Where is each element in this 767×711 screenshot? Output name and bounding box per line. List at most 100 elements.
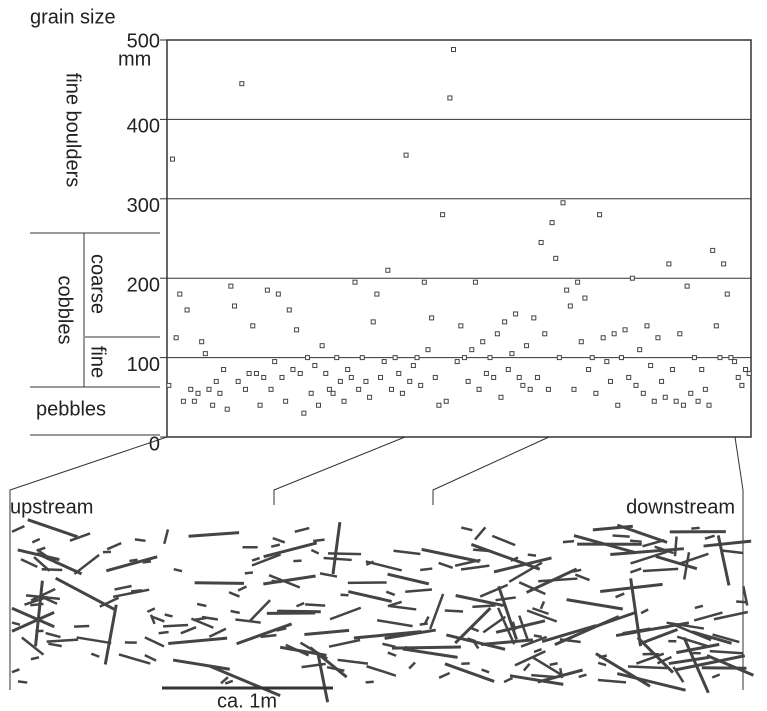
point — [545, 386, 551, 392]
point — [239, 81, 245, 87]
clast — [520, 635, 548, 648]
clast — [672, 666, 685, 683]
clast — [272, 536, 286, 544]
point — [677, 331, 683, 337]
clast — [539, 601, 546, 610]
clast — [721, 549, 744, 555]
point — [279, 374, 285, 380]
point — [695, 398, 701, 404]
point — [399, 390, 405, 396]
y-tick-label: 500 — [127, 30, 160, 52]
clast — [236, 622, 293, 646]
y-tick-label: 0 — [149, 433, 160, 455]
point — [294, 327, 300, 333]
clast — [668, 655, 710, 666]
connectors — [9, 436, 744, 690]
clast — [533, 634, 543, 639]
clast — [642, 567, 679, 573]
clast — [201, 615, 219, 621]
clast — [387, 572, 430, 586]
clast — [444, 609, 464, 613]
clast — [27, 518, 79, 539]
clast — [716, 535, 731, 586]
clast — [676, 635, 709, 648]
point — [206, 386, 212, 392]
point — [173, 335, 179, 341]
point — [458, 323, 464, 329]
clast — [627, 665, 668, 670]
clast — [347, 590, 392, 603]
point — [195, 390, 201, 396]
clast — [527, 553, 537, 557]
point — [370, 319, 376, 325]
clast — [640, 608, 649, 615]
clast — [73, 624, 90, 628]
point — [414, 355, 420, 361]
clast — [526, 609, 558, 623]
point — [505, 367, 511, 373]
point — [564, 287, 570, 293]
clast — [11, 668, 20, 674]
point — [534, 374, 540, 380]
point — [250, 323, 256, 329]
clast — [391, 645, 461, 650]
point — [509, 351, 515, 357]
point — [684, 283, 690, 289]
clast — [188, 531, 240, 538]
clast — [402, 647, 458, 659]
point — [586, 367, 592, 373]
clast — [76, 636, 112, 645]
point — [640, 390, 646, 396]
clast — [263, 574, 316, 586]
clast — [144, 636, 165, 648]
clast — [329, 606, 362, 621]
clast — [180, 626, 197, 635]
point — [323, 370, 329, 376]
clast — [495, 596, 516, 602]
clast — [310, 548, 320, 555]
point — [221, 367, 227, 373]
point — [688, 390, 694, 396]
clast — [365, 680, 374, 684]
point — [188, 386, 194, 392]
clast — [48, 642, 62, 648]
clast — [90, 652, 100, 658]
clast — [495, 619, 546, 634]
clast — [106, 541, 122, 551]
point — [629, 275, 635, 281]
point — [494, 331, 500, 337]
clast — [54, 576, 116, 612]
clast — [518, 615, 529, 641]
point — [199, 339, 205, 345]
point — [224, 406, 230, 412]
clast — [20, 558, 38, 568]
point — [374, 291, 380, 297]
point — [180, 398, 186, 404]
clast — [319, 572, 338, 578]
clast — [393, 549, 421, 556]
clast — [497, 585, 518, 640]
clast — [294, 526, 310, 533]
point — [567, 303, 573, 309]
clast — [30, 602, 44, 607]
point — [702, 386, 708, 392]
clast — [676, 642, 720, 655]
clast — [595, 652, 651, 688]
clast — [328, 552, 362, 556]
point — [341, 398, 347, 404]
clast — [268, 573, 301, 589]
clast — [11, 610, 55, 633]
point — [268, 386, 274, 392]
class-label: fine boulders — [62, 73, 84, 188]
clast — [472, 641, 480, 650]
clast — [629, 539, 642, 544]
point — [232, 303, 238, 309]
point — [359, 355, 365, 361]
point — [461, 355, 467, 361]
point — [166, 382, 172, 388]
point — [480, 339, 486, 345]
clast — [237, 585, 247, 592]
clast — [313, 538, 325, 543]
clast — [656, 655, 672, 665]
